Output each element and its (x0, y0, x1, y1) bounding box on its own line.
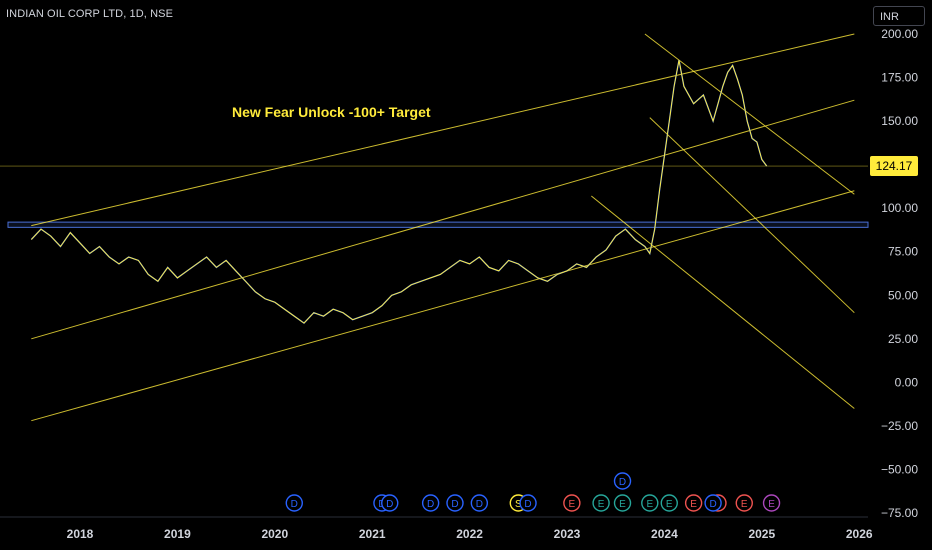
trendlines[interactable] (31, 33, 855, 422)
y-tick-label: −50.00 (881, 462, 918, 476)
y-tick-label: 50.00 (888, 288, 918, 302)
event-marker-dividend[interactable]: D (381, 494, 399, 512)
event-marker-earnings[interactable]: E (563, 494, 581, 512)
event-marker-label[interactable]: E (741, 499, 748, 510)
event-marker-earnings[interactable]: E (684, 494, 703, 512)
support-resistance-zone[interactable] (0, 165, 869, 228)
event-marker-label[interactable]: E (690, 499, 697, 510)
y-tick-label: −75.00 (881, 506, 918, 520)
trendline[interactable] (31, 190, 855, 422)
event-marker-circle[interactable] (704, 494, 722, 512)
trendline[interactable] (31, 99, 855, 340)
trendline[interactable] (591, 195, 855, 409)
event-marker-label[interactable]: D (709, 499, 716, 510)
x-tick-label: 2026 (846, 527, 873, 541)
event-marker-label[interactable]: E (646, 499, 653, 510)
zone-box[interactable] (7, 221, 869, 228)
event-marker-earnings_alt[interactable]: E (660, 494, 678, 512)
x-tick-label: 2022 (456, 527, 483, 541)
x-tick-label: 2024 (651, 527, 678, 541)
event-marker-dividend[interactable]: D (613, 472, 632, 490)
event-markers[interactable]: DDDDDDSDEEEDEEEEDEE (285, 472, 781, 512)
y-tick-label: 175.00 (881, 71, 918, 85)
event-marker-earnings_future[interactable]: E (762, 494, 781, 512)
event-marker-label[interactable]: S (515, 499, 522, 510)
event-marker-circle[interactable] (592, 494, 610, 512)
event-marker-earnings_alt[interactable]: E (592, 494, 610, 512)
event-marker-circle[interactable] (641, 494, 659, 512)
last-price-tag: 124.17 (870, 156, 918, 176)
event-marker-earnings_alt[interactable]: E (641, 494, 659, 512)
currency-selector[interactable]: INR (873, 6, 925, 26)
y-tick-label: 200.00 (881, 27, 918, 41)
event-marker-label[interactable]: E (666, 499, 673, 510)
trendline[interactable] (649, 117, 855, 314)
x-axis[interactable]: 2018 2019 2020 2021 2022 2023 2024 2025 2026 (0, 516, 873, 541)
event-marker-circle[interactable] (613, 472, 632, 490)
y-tick-label: −25.00 (881, 419, 918, 433)
price-line (30, 60, 768, 324)
price-series (30, 59, 768, 325)
event-marker-label[interactable]: E (619, 499, 626, 510)
event-marker-label[interactable]: D (619, 477, 626, 488)
event-marker-label[interactable]: D (386, 499, 393, 510)
event-marker-dividend[interactable]: D (470, 494, 489, 512)
event-marker-label[interactable]: E (598, 499, 605, 510)
y-tick-label: 150.00 (881, 114, 918, 128)
y-axis[interactable]: 200.00175.00150.00125.00100.0075.0050.00… (881, 27, 918, 520)
y-tick-label: 25.00 (888, 332, 918, 346)
x-tick-label: 2019 (164, 527, 191, 541)
y-tick-label: 100.00 (881, 201, 918, 215)
x-tick-label: 2021 (359, 527, 386, 541)
event-marker-circle[interactable] (735, 494, 753, 512)
event-marker-circle[interactable] (519, 494, 537, 512)
event-marker-label[interactable]: D (427, 499, 434, 510)
x-tick-label: 2020 (261, 527, 288, 541)
event-marker-label[interactable]: E (569, 499, 576, 510)
event-marker-circle[interactable] (381, 494, 399, 512)
event-marker-dividend[interactable]: D (446, 494, 464, 512)
price-line-shadow (30, 59, 768, 325)
event-marker-label[interactable]: E (768, 499, 775, 510)
event-marker-circle[interactable] (660, 494, 678, 512)
event-marker-label[interactable]: D (291, 499, 298, 510)
event-marker-dividend[interactable]: D (285, 494, 303, 512)
event-marker-circle[interactable] (446, 494, 464, 512)
event-marker-circle[interactable] (684, 494, 703, 512)
y-tick-label: 0.00 (895, 375, 919, 389)
x-tick-label: 2025 (748, 527, 775, 541)
event-marker-circle[interactable] (563, 494, 581, 512)
event-marker-circle[interactable] (762, 494, 781, 512)
event-marker-label[interactable]: D (476, 499, 483, 510)
event-marker-dividend[interactable]: D (519, 494, 537, 512)
event-marker-label[interactable]: D (524, 499, 531, 510)
y-tick-label: 75.00 (888, 245, 918, 259)
event-marker-label[interactable]: D (451, 499, 458, 510)
event-marker-circle[interactable] (613, 494, 632, 512)
event-marker-circle[interactable] (421, 494, 440, 512)
event-marker-earnings_alt[interactable]: E (613, 494, 632, 512)
event-marker-dividend[interactable]: D (421, 494, 440, 512)
x-tick-label: 2018 (67, 527, 94, 541)
event-marker-dividend[interactable]: D (704, 494, 722, 512)
x-tick-label: 2023 (554, 527, 581, 541)
event-marker-circle[interactable] (285, 494, 303, 512)
event-marker-circle[interactable] (470, 494, 489, 512)
chart-annotation[interactable]: New Fear Unlock -100+ Target (232, 104, 431, 120)
event-marker-earnings[interactable]: E (735, 494, 753, 512)
symbol-title: INDIAN OIL CORP LTD, 1D, NSE (6, 8, 174, 20)
trendline[interactable] (31, 33, 855, 227)
